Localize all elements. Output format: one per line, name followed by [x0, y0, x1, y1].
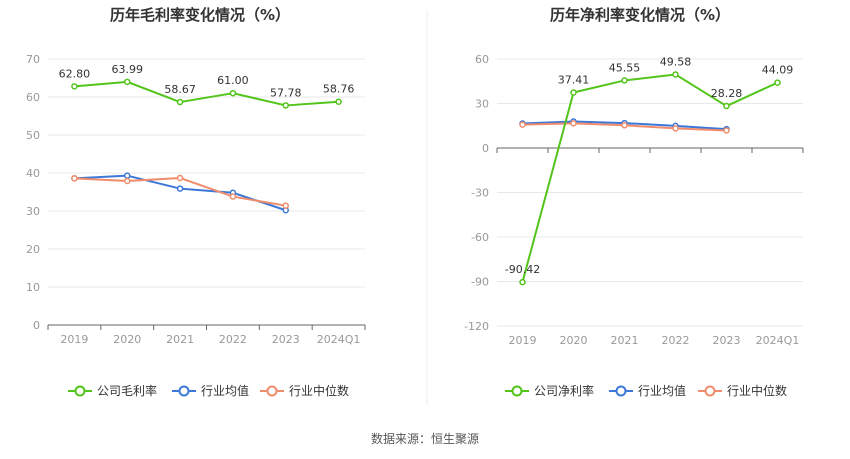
- data-point[interactable]: [519, 278, 526, 286]
- y-tick-label: 20: [26, 243, 40, 256]
- data-point[interactable]: [71, 83, 78, 90]
- data-point[interactable]: [335, 98, 342, 105]
- y-tick-label: 50: [26, 129, 40, 142]
- x-tick-label: 2024Q1: [317, 333, 361, 346]
- legend-label: 行业中位数: [289, 383, 349, 398]
- data-label: 58.76: [323, 83, 355, 96]
- y-tick-label: 0: [33, 319, 40, 332]
- series-company: -90.42 37.41 45.55 49.58 28.28 44.09: [505, 55, 794, 286]
- legend-item[interactable]: 行业均值: [609, 383, 686, 398]
- data-point[interactable]: [176, 98, 184, 106]
- series-industry-median: [519, 120, 730, 134]
- series-industry-median: [71, 174, 289, 209]
- data-point[interactable]: [621, 122, 628, 129]
- legend-marker: [266, 385, 278, 397]
- x-tick-label: 2023: [713, 334, 741, 347]
- y-tick-label: 70: [26, 53, 40, 66]
- data-point[interactable]: [124, 177, 131, 185]
- data-label: 28.28: [711, 87, 743, 100]
- legend-marker: [74, 385, 86, 397]
- x-tick-label: 2020: [113, 333, 141, 346]
- legend-item[interactable]: 公司毛利率: [68, 383, 157, 398]
- series-line: [74, 80, 339, 107]
- data-label: -90.42: [505, 263, 540, 276]
- x-tick-label: 2024Q1: [756, 334, 800, 347]
- legend-item[interactable]: 行业中位数: [260, 383, 349, 398]
- y-tick-label: 60: [475, 53, 489, 66]
- data-point[interactable]: [621, 77, 628, 84]
- data-label: 49.58: [660, 55, 692, 68]
- legend-label: 行业中位数: [727, 383, 787, 398]
- data-point[interactable]: [672, 71, 679, 78]
- legend-label: 公司净利率: [534, 383, 594, 398]
- series-line: [521, 73, 778, 283]
- series-company: 62.80 63.99 58.67 61.00 57.78 58.76: [59, 63, 355, 109]
- chart-panel-2: 历年净利率变化情况（%） -120 -90 -60 -30 0 30 60 2019 2020 20…: [464, 6, 804, 398]
- data-point[interactable]: [176, 185, 184, 192]
- legend-item[interactable]: 行业中位数: [698, 383, 787, 398]
- data-point[interactable]: [282, 102, 289, 109]
- data-label: 37.41: [558, 74, 590, 87]
- x-tick-label: 2023: [272, 333, 300, 346]
- data-point[interactable]: [774, 79, 781, 86]
- legend-item[interactable]: 公司净利率: [505, 383, 594, 398]
- data-point[interactable]: [124, 172, 131, 179]
- y-tick-label: -90: [471, 276, 489, 289]
- data-point[interactable]: [570, 120, 577, 127]
- data-point[interactable]: [124, 78, 131, 86]
- data-point[interactable]: [519, 121, 526, 128]
- legend: 公司毛利率 行业均值 行业中位数: [68, 383, 349, 398]
- data-point[interactable]: [672, 125, 679, 132]
- x-tick-label: 2021: [611, 334, 639, 347]
- data-point[interactable]: [570, 89, 577, 96]
- data-label: 62.80: [59, 67, 91, 80]
- data-label: 45.55: [609, 61, 641, 74]
- legend: 公司净利率 行业均值 行业中位数: [505, 383, 787, 398]
- legend-item[interactable]: 行业均值: [172, 383, 249, 398]
- data-point[interactable]: [282, 202, 289, 209]
- legend-marker: [511, 385, 523, 397]
- data-label: 61.00: [217, 74, 249, 87]
- y-tick-label: 10: [26, 281, 40, 294]
- data-point[interactable]: [176, 174, 184, 182]
- x-tick-label: 2019: [60, 333, 88, 346]
- data-label: 63.99: [112, 63, 144, 76]
- data-point[interactable]: [71, 175, 78, 182]
- y-tick-label: 30: [26, 205, 40, 218]
- x-tick-label: 2022: [662, 334, 690, 347]
- data-point[interactable]: [723, 102, 730, 110]
- legend-label: 行业均值: [201, 383, 249, 398]
- y-tick-label: -60: [471, 231, 489, 244]
- y-tick-label: 60: [26, 91, 40, 104]
- data-point[interactable]: [723, 127, 730, 134]
- legend-marker: [615, 385, 627, 397]
- source-note: 数据来源：恒生聚源: [371, 431, 479, 446]
- x-tick-label: 2019: [509, 334, 537, 347]
- chart-panel-1: 历年毛利率变化情况（%） 0 10 20 30 40 50 60 70 2019 2020 2021 2…: [26, 6, 366, 398]
- chart-title: 历年毛利率变化情况（%）: [110, 6, 290, 24]
- x-tick-label: 2021: [166, 333, 194, 346]
- legend-marker: [178, 385, 190, 397]
- data-label: 58.67: [164, 83, 196, 96]
- data-label: 57.78: [270, 86, 302, 99]
- data-label: 44.09: [762, 64, 794, 77]
- y-tick-label: 30: [475, 98, 489, 111]
- data-point[interactable]: [229, 193, 237, 200]
- legend-label: 行业均值: [638, 383, 686, 398]
- x-tick-label: 2022: [219, 333, 247, 346]
- chart-title: 历年净利率变化情况（%）: [550, 6, 730, 24]
- legend-label: 公司毛利率: [97, 383, 157, 398]
- y-tick-label: -120: [464, 320, 489, 333]
- y-tick-label: 40: [26, 167, 40, 180]
- data-point[interactable]: [229, 89, 237, 97]
- x-tick-label: 2020: [560, 334, 588, 347]
- legend-marker: [704, 385, 716, 397]
- y-tick-label: 0: [482, 142, 489, 155]
- y-tick-label: -30: [471, 187, 489, 200]
